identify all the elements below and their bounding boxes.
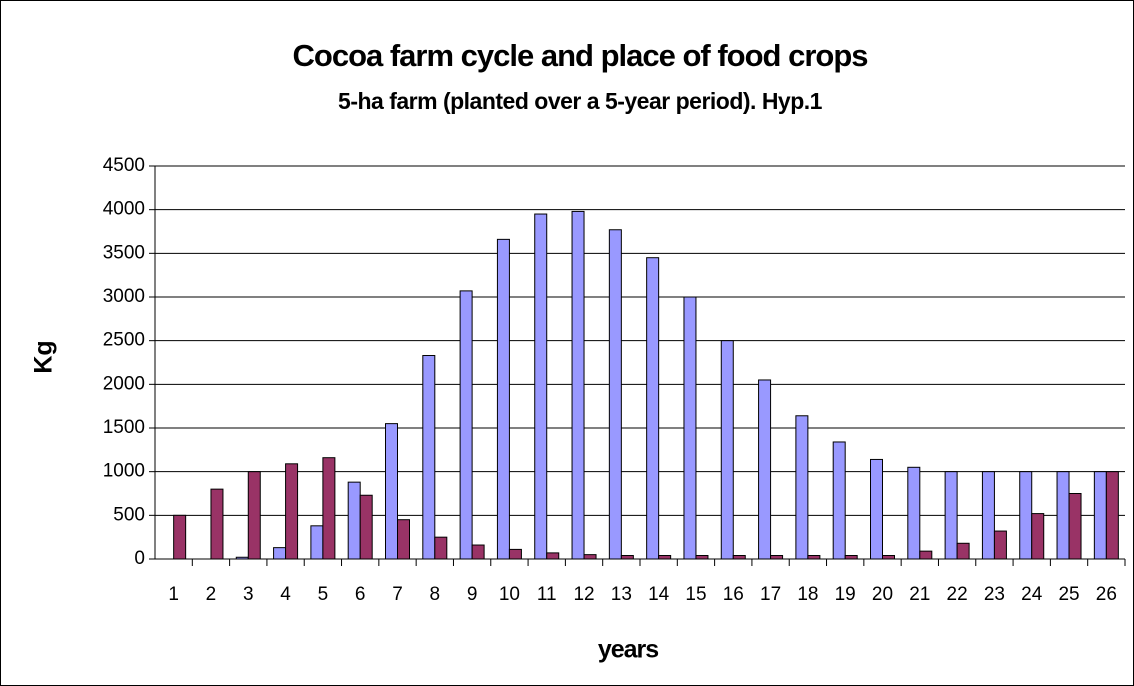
bar	[720, 340, 734, 560]
x-tick-label: 15	[685, 584, 706, 605]
x-tick-label: 23	[984, 584, 1005, 605]
x-tick-label: 11	[537, 584, 557, 605]
x-tick-label: 26	[1096, 584, 1117, 605]
bar	[273, 547, 287, 560]
x-tick-label: 20	[872, 584, 893, 605]
bar	[919, 550, 933, 560]
bar	[795, 415, 809, 560]
x-tick-label: 13	[611, 584, 632, 605]
bar	[459, 290, 473, 560]
bar	[683, 296, 697, 560]
bar	[322, 457, 336, 560]
x-tick-label: 24	[1021, 584, 1043, 605]
bar	[658, 555, 672, 560]
x-tick-label: 12	[573, 584, 594, 605]
x-tick-label: 17	[760, 584, 781, 605]
x-tick-label: 1	[168, 584, 179, 605]
bar	[247, 471, 261, 560]
bar	[1068, 493, 1082, 560]
x-tick-label: 16	[723, 584, 744, 605]
bar	[646, 257, 660, 560]
y-axis-label: Kg	[30, 340, 58, 373]
bar	[770, 555, 784, 560]
chart-subtitle: 5-ha farm (planted over a 5-year period)…	[338, 88, 823, 114]
x-tick-label: 10	[499, 584, 520, 605]
x-tick-label: 6	[355, 584, 366, 605]
x-tick-label: 18	[797, 584, 818, 605]
bar	[496, 238, 510, 560]
x-tick-label: 14	[648, 584, 670, 605]
x-tick-label: 7	[392, 584, 403, 605]
x-tick-label: 25	[1058, 584, 1079, 605]
bar	[608, 229, 622, 560]
bar	[1031, 513, 1045, 560]
bar	[844, 555, 858, 560]
bar	[882, 555, 895, 560]
x-tick-label: 21	[909, 584, 930, 605]
x-tick-label: 8	[430, 584, 441, 605]
y-tick-label: 2500	[103, 330, 145, 351]
bar	[993, 530, 1007, 560]
x-tick-label: 3	[243, 584, 254, 605]
bar	[173, 514, 187, 560]
x-tick-label: 22	[947, 584, 968, 605]
y-tick-label: 500	[113, 504, 145, 525]
bar	[534, 213, 548, 560]
y-tick-label: 4000	[103, 199, 145, 220]
x-tick-label: 19	[835, 584, 856, 605]
bar	[471, 544, 485, 560]
x-tick-label: 5	[318, 584, 329, 605]
bar	[571, 210, 585, 560]
bar	[546, 552, 560, 560]
bar	[285, 463, 299, 560]
x-axis-label: years	[598, 636, 658, 664]
y-tick-label: 3500	[103, 242, 145, 263]
bar	[583, 554, 597, 560]
bar	[695, 555, 709, 560]
y-tick-label: 1000	[103, 461, 145, 482]
bar	[310, 525, 324, 560]
bar	[620, 555, 634, 560]
bar	[1105, 471, 1119, 560]
bar	[1093, 471, 1107, 560]
x-tick-label: 4	[280, 584, 291, 605]
y-tick-label: 0	[134, 548, 145, 569]
y-tick-label: 1500	[103, 417, 145, 438]
x-tick-label: 9	[467, 584, 478, 605]
bar	[347, 481, 361, 560]
y-tick-label: 4500	[103, 155, 145, 176]
bar	[807, 555, 821, 560]
bar	[397, 519, 410, 560]
bar	[832, 441, 846, 560]
bar	[870, 458, 883, 560]
x-tick-label: 2	[206, 584, 217, 605]
bar	[907, 466, 921, 560]
bar	[732, 555, 746, 560]
bar	[981, 471, 995, 560]
bar	[944, 471, 958, 560]
bar	[434, 536, 448, 560]
bar	[1056, 471, 1070, 560]
bar	[385, 423, 398, 560]
bar	[956, 542, 970, 560]
y-tick-label: 3000	[103, 286, 145, 307]
bar	[359, 494, 373, 560]
chart-title: Cocoa farm cycle and place of food crops	[293, 38, 868, 73]
bar	[1019, 471, 1033, 560]
bar	[758, 379, 772, 560]
bar	[210, 488, 224, 560]
y-tick-label: 2000	[103, 373, 145, 394]
bar	[508, 548, 522, 560]
bar	[422, 355, 436, 560]
